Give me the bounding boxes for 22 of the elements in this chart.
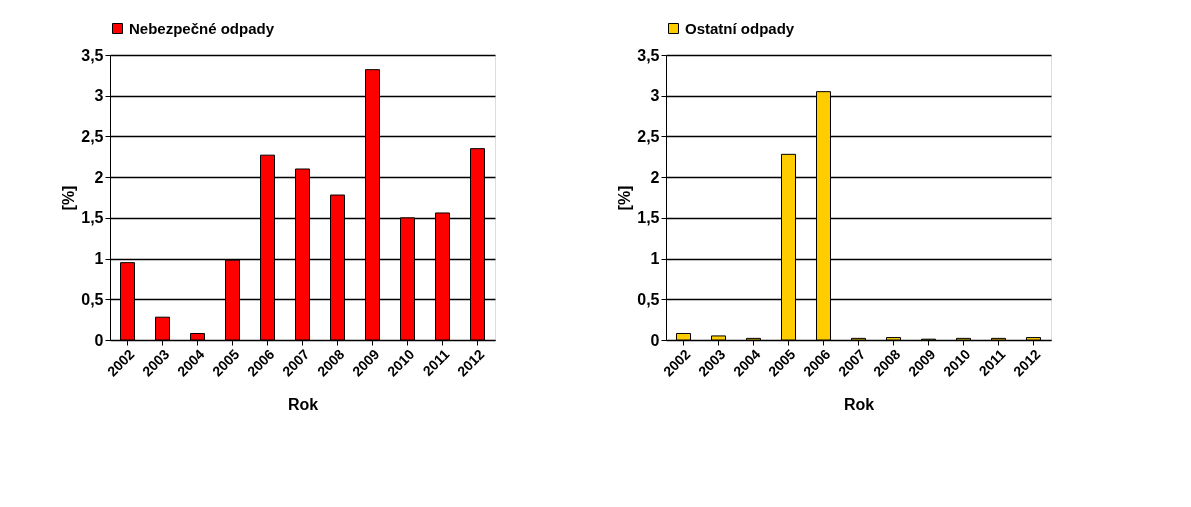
- x-axis-title: Rok: [287, 396, 319, 414]
- y-axis-title: [%]: [616, 185, 634, 211]
- y-tick-label: 0: [650, 331, 660, 349]
- y-tick-label: 1: [94, 250, 104, 268]
- legend-label: Nebezpečné odpady: [129, 19, 275, 37]
- y-axis-title: [%]: [60, 185, 78, 211]
- y-tick-label: 0: [94, 331, 104, 349]
- y-tick-label: 3,5: [637, 46, 660, 64]
- y-tick-label: 2,5: [637, 127, 660, 145]
- y-tick-label: 1: [650, 250, 660, 268]
- y-tick-label: 3: [650, 87, 660, 105]
- x-axis-title: Rok: [843, 396, 875, 414]
- y-tick-label: 1,5: [637, 209, 660, 227]
- y-tick-label: 0,5: [637, 290, 660, 308]
- y-tick-label: 3: [94, 87, 104, 105]
- y-tick-label: 1,5: [81, 209, 104, 227]
- y-tick-label: 2: [650, 168, 660, 186]
- y-tick-label: 0,5: [81, 290, 104, 308]
- y-tick-label: 3,5: [81, 46, 104, 64]
- y-tick-label: 2,5: [81, 127, 104, 145]
- y-tick-label: 2: [94, 168, 104, 186]
- legend-label: Ostatní odpady: [685, 19, 795, 37]
